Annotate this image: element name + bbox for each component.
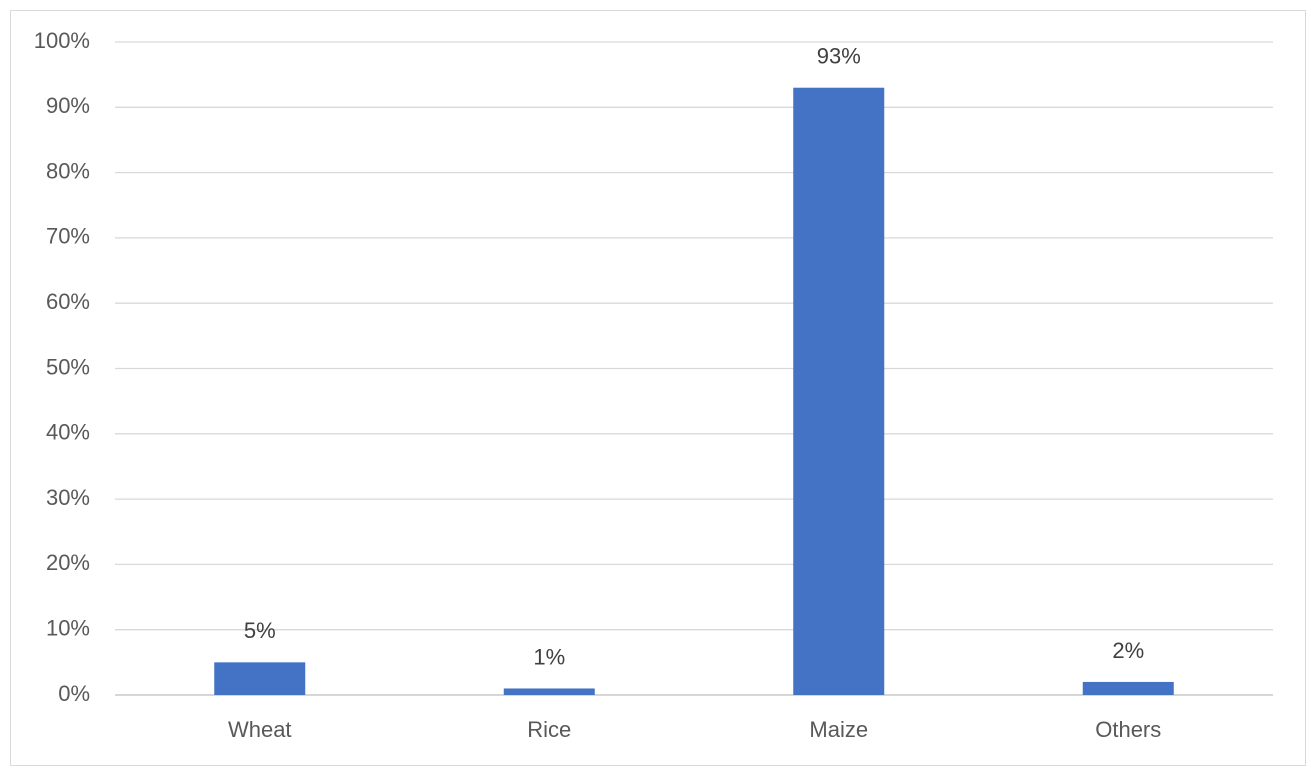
y-tick-label: 50% <box>46 354 90 379</box>
bar <box>214 662 306 695</box>
x-tick-label: Rice <box>527 717 571 742</box>
y-tick-label: 90% <box>46 93 90 118</box>
y-tick-label: 30% <box>46 485 90 510</box>
bar <box>793 87 885 695</box>
data-label: 5% <box>244 618 276 643</box>
bar <box>503 688 595 695</box>
bar <box>1082 681 1174 695</box>
y-tick-label: 40% <box>46 420 90 445</box>
x-tick-label: Wheat <box>228 717 292 742</box>
y-tick-label: 100% <box>34 28 90 53</box>
chart-frame <box>10 10 1306 766</box>
data-label: 2% <box>1112 638 1144 663</box>
x-tick-label: Maize <box>809 717 868 742</box>
x-tick-label: Others <box>1095 717 1161 742</box>
y-tick-label: 10% <box>46 616 90 641</box>
y-tick-label: 60% <box>46 289 90 314</box>
y-tick-label: 70% <box>46 224 90 249</box>
y-tick-label: 20% <box>46 550 90 575</box>
y-tick-label: 80% <box>46 158 90 183</box>
y-tick-label: 0% <box>58 681 90 706</box>
data-label: 93% <box>817 44 861 69</box>
data-label: 1% <box>533 644 565 669</box>
